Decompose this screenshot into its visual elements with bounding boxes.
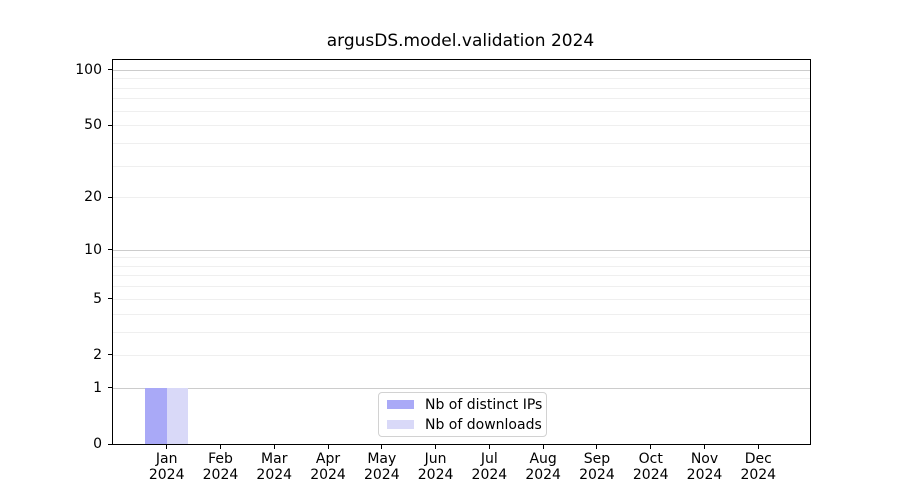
y-tick-label: 100 bbox=[75, 61, 102, 78]
x-tick-label: Sep 2024 bbox=[557, 451, 637, 483]
legend-entry: Nb of distinct IPs bbox=[387, 397, 546, 413]
x-tick bbox=[757, 445, 759, 449]
x-tick-year: 2024 bbox=[417, 467, 454, 483]
x-tick-label: Feb 2024 bbox=[180, 451, 260, 483]
x-tick bbox=[542, 445, 544, 449]
y-tick bbox=[108, 443, 112, 445]
x-tick-month: Apr bbox=[315, 451, 341, 467]
gridline-minor bbox=[113, 275, 810, 277]
x-tick-month: Jul bbox=[480, 451, 498, 467]
gridline-minor bbox=[113, 125, 810, 127]
y-tick bbox=[108, 124, 112, 126]
x-tick-label: Nov 2024 bbox=[665, 451, 745, 483]
x-tick-month: Mar bbox=[261, 451, 288, 467]
x-tick bbox=[650, 445, 652, 449]
x-tick-label: Oct 2024 bbox=[611, 451, 691, 483]
x-tick-month: Aug bbox=[529, 451, 557, 467]
x-tick-label: Apr 2024 bbox=[288, 451, 368, 483]
gridline-minor bbox=[113, 313, 810, 315]
x-tick-month: Oct bbox=[638, 451, 663, 467]
x-tick-year: 2024 bbox=[740, 467, 777, 483]
bar-nb-of-downloads bbox=[166, 387, 189, 444]
x-tick-label: Jan 2024 bbox=[127, 451, 207, 483]
gridline-minor bbox=[113, 257, 810, 259]
y-tick-label: 20 bbox=[84, 189, 102, 206]
gridline-minor bbox=[113, 78, 810, 80]
gridline-minor bbox=[113, 142, 810, 144]
x-tick bbox=[273, 445, 275, 449]
y-tick-label: 10 bbox=[84, 241, 102, 258]
gridline-minor bbox=[113, 331, 810, 333]
x-tick-year: 2024 bbox=[579, 467, 615, 483]
x-tick-label: Jun 2024 bbox=[396, 451, 476, 483]
x-tick-label: Aug 2024 bbox=[503, 451, 583, 483]
x-tick-label: May 2024 bbox=[342, 451, 422, 483]
gridline-minor bbox=[113, 197, 810, 199]
x-tick bbox=[488, 445, 490, 449]
x-tick-label: Mar 2024 bbox=[234, 451, 314, 483]
legend: Nb of distinct IPs Nb of downloads bbox=[378, 392, 547, 437]
legend-swatch bbox=[387, 420, 414, 429]
gridline-minor bbox=[113, 354, 810, 356]
y-tick bbox=[108, 354, 112, 356]
x-tick-month: Nov bbox=[690, 451, 719, 467]
y-tick bbox=[108, 249, 112, 251]
y-tick bbox=[108, 196, 112, 198]
y-tick bbox=[108, 298, 112, 300]
x-tick-year: 2024 bbox=[256, 467, 293, 483]
gridline-minor bbox=[113, 98, 810, 100]
legend-entry: Nb of downloads bbox=[387, 417, 546, 433]
x-tick bbox=[704, 445, 705, 449]
x-tick-year: 2024 bbox=[148, 467, 185, 483]
legend-label: Nb of distinct IPs bbox=[425, 396, 543, 413]
y-tick-label: 5 bbox=[93, 290, 102, 307]
x-tick-label: Dec 2024 bbox=[718, 451, 798, 483]
gridline-minor bbox=[113, 286, 810, 288]
x-tick-year: 2024 bbox=[471, 467, 508, 483]
y-tick-label: 2 bbox=[93, 346, 102, 363]
x-tick-month: May bbox=[367, 451, 397, 467]
y-tick-label: 50 bbox=[84, 117, 102, 134]
gridline-minor bbox=[113, 298, 810, 300]
x-tick-year: 2024 bbox=[686, 467, 723, 483]
x-tick bbox=[327, 445, 329, 449]
x-tick-year: 2024 bbox=[632, 467, 669, 483]
gridline-minor bbox=[113, 265, 810, 267]
x-tick-year: 2024 bbox=[310, 467, 346, 483]
plot-area bbox=[112, 59, 811, 445]
x-tick bbox=[381, 445, 383, 449]
chart-title: argusDS.model.validation 2024 bbox=[326, 31, 595, 51]
legend-label: Nb of downloads bbox=[425, 416, 542, 433]
x-tick bbox=[596, 445, 598, 449]
gridline-minor bbox=[113, 165, 810, 167]
bar-nb-of-distinct-ips bbox=[145, 387, 167, 444]
x-tick-year: 2024 bbox=[202, 467, 239, 483]
gridline-major bbox=[113, 249, 810, 251]
gridline-minor bbox=[113, 110, 810, 112]
y-tick bbox=[108, 69, 112, 71]
gridline-major bbox=[113, 69, 810, 71]
x-tick-month: Jan bbox=[155, 451, 178, 467]
x-tick-year: 2024 bbox=[363, 467, 400, 483]
x-tick bbox=[219, 445, 221, 449]
x-tick bbox=[435, 445, 437, 449]
legend-swatch bbox=[387, 400, 414, 409]
x-tick-month: Sep bbox=[583, 451, 611, 467]
gridline-major bbox=[113, 387, 810, 389]
y-tick bbox=[108, 387, 112, 389]
x-tick-label: Jul 2024 bbox=[449, 451, 529, 483]
x-tick-month: Jun bbox=[424, 451, 447, 467]
x-tick-year: 2024 bbox=[525, 467, 561, 483]
gridline-minor bbox=[113, 87, 810, 89]
x-tick bbox=[166, 445, 168, 449]
x-tick-month: Dec bbox=[744, 451, 772, 467]
y-tick-label: 1 bbox=[93, 379, 102, 396]
x-tick-month: Feb bbox=[208, 451, 233, 467]
y-tick-label: 0 bbox=[93, 436, 102, 452]
